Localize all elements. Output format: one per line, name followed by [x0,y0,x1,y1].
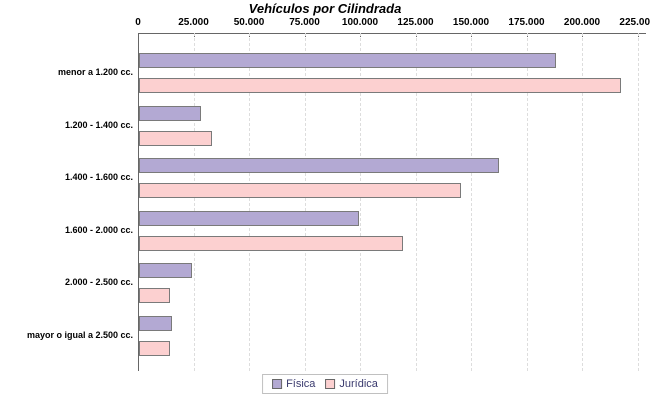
y-category-label: 1.400 - 1.600 cc. [64,172,133,183]
bar-jurídica [139,78,621,93]
gridline [526,33,528,371]
bar-jurídica [139,130,213,146]
gridline [415,33,417,371]
bar-física [139,263,193,279]
x-tick-label: 200.000 [563,17,601,28]
x-tick-label: 50.000 [233,17,265,28]
x-axis-line [138,33,646,34]
y-category-label: 2.000 - 2.500 cc. [64,277,133,288]
bar-física [139,53,557,68]
bar-física [139,210,359,226]
x-tick-label: 225.000 [619,17,650,28]
bar-jurídica [139,341,171,356]
bar-jurídica [139,183,461,199]
gridline [360,33,361,371]
gridline [193,33,195,371]
y-category-label: 1.200 - 1.400 cc. [64,119,133,130]
y-category-label: mayor o igual a 2.500 cc. [26,330,133,340]
x-tick-label: 100.000 [341,17,379,28]
x-tick-label: 125.000 [397,17,434,28]
gridline [637,33,639,371]
bar-física [139,105,202,121]
legend-label: Física [286,378,316,390]
gridline [249,33,250,371]
gridline [304,33,306,371]
bar-jurídica [139,235,404,251]
legend: Física Jurídica [262,374,388,394]
x-tick-label: 175.000 [508,17,545,28]
x-tick-mark [138,33,139,37]
legend-entry: Jurídica [325,378,378,390]
legend-label: Jurídica [339,378,378,390]
legend-entry: Física [272,378,315,390]
y-category-label: 1.600 - 2.000 cc. [64,224,133,235]
bar-física [139,158,499,174]
gridline [471,33,472,371]
y-category-label: menor a 1.200 cc. [57,67,133,77]
bar-física [139,316,173,331]
legend-swatch-icon [272,379,283,389]
chart-title: Vehículos por Cilindrada [248,1,402,16]
x-tick-label: 0 [135,17,141,28]
x-tick-label: 75.000 [289,17,320,28]
gridline [582,33,583,371]
x-tick-label: 150.000 [452,17,490,28]
bar-jurídica [139,288,171,304]
legend-swatch-icon [325,379,336,389]
x-tick-label: 25.000 [178,17,209,28]
y-axis-line [138,33,139,371]
